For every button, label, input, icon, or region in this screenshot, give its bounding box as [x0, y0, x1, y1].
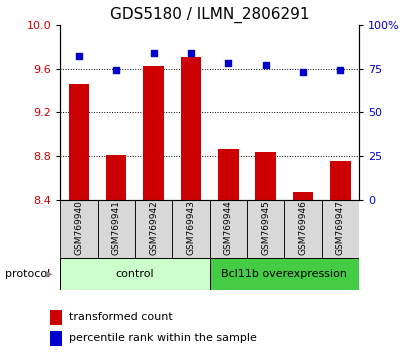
Bar: [50, 310, 62, 325]
Point: [76, 53, 82, 59]
Bar: [218, 149, 239, 200]
Point: [113, 68, 120, 73]
Text: percentile rank within the sample: percentile rank within the sample: [69, 333, 256, 343]
Bar: [135, 200, 172, 258]
Bar: [68, 84, 89, 200]
Text: GSM769941: GSM769941: [112, 201, 121, 256]
Bar: [106, 155, 127, 200]
Point: [225, 61, 232, 66]
Bar: [181, 57, 201, 200]
Point: [337, 68, 344, 73]
Text: control: control: [115, 269, 154, 279]
Bar: [50, 331, 62, 346]
Text: protocol: protocol: [5, 269, 50, 279]
Bar: [60, 200, 98, 258]
Point: [262, 62, 269, 68]
Point: [300, 69, 306, 75]
Text: GSM769947: GSM769947: [336, 201, 345, 256]
Text: GSM769946: GSM769946: [298, 201, 308, 256]
Text: GSM769942: GSM769942: [149, 201, 158, 256]
Bar: [322, 200, 359, 258]
Text: GSM769943: GSM769943: [186, 201, 195, 256]
Bar: [255, 152, 276, 200]
Text: Bcl11b overexpression: Bcl11b overexpression: [221, 269, 347, 279]
Bar: [210, 200, 247, 258]
Point: [150, 50, 157, 56]
Bar: [330, 161, 351, 200]
Bar: [98, 200, 135, 258]
Point: [188, 50, 194, 56]
Bar: [172, 200, 210, 258]
Text: GSM769945: GSM769945: [261, 201, 270, 256]
Bar: [60, 258, 210, 290]
Bar: [293, 192, 313, 200]
Bar: [210, 258, 359, 290]
Text: GSM769940: GSM769940: [74, 201, 83, 256]
Text: transformed count: transformed count: [69, 312, 173, 322]
Bar: [284, 200, 322, 258]
Bar: [143, 67, 164, 200]
Text: GSM769944: GSM769944: [224, 201, 233, 256]
Title: GDS5180 / ILMN_2806291: GDS5180 / ILMN_2806291: [110, 7, 309, 23]
Bar: [247, 200, 284, 258]
